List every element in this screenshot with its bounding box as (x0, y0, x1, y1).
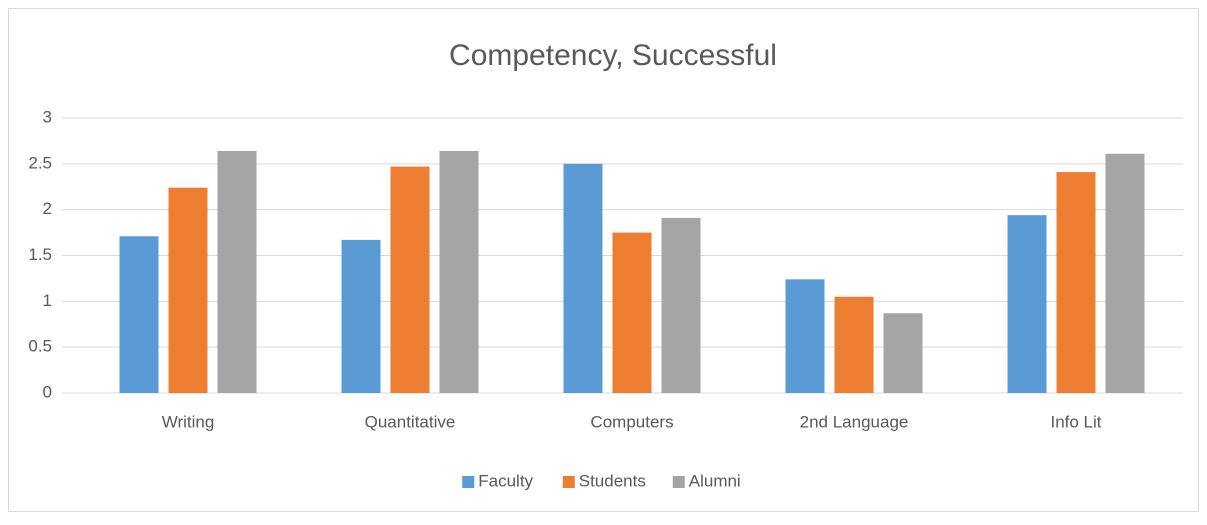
y-tick-label: 2.5 (28, 153, 52, 172)
y-tick-label: 0.5 (28, 337, 52, 356)
bar (883, 313, 923, 393)
x-tick-label: 2nd Language (800, 412, 909, 431)
legend-label: Students (579, 471, 646, 490)
x-tick-label: Writing (162, 412, 215, 431)
bar (785, 279, 825, 393)
y-tick-label: 1.5 (28, 245, 52, 264)
y-tick-label: 3 (43, 107, 52, 126)
chart-title: Competency, Successful (449, 39, 777, 72)
bar (661, 217, 701, 393)
y-tick-label: 2 (43, 199, 52, 218)
bar (563, 163, 603, 393)
bar (612, 232, 652, 393)
x-tick-label: Quantitative (365, 412, 456, 431)
legend-label: Faculty (478, 471, 533, 490)
legend-label: Alumni (689, 471, 741, 490)
bar (119, 236, 159, 393)
bar (834, 296, 874, 393)
bar (390, 166, 430, 393)
y-tick-label: 1 (43, 291, 52, 310)
x-tick-label: Info Lit (1050, 412, 1101, 431)
legend-swatch (562, 476, 575, 488)
bar (1105, 153, 1145, 393)
legend-swatch (462, 476, 475, 488)
bar (1056, 172, 1096, 393)
x-tick-label: Computers (590, 412, 673, 431)
bar (168, 187, 208, 393)
bar (439, 151, 479, 393)
bar (217, 151, 257, 393)
legend-swatch (672, 476, 685, 488)
bar (341, 239, 381, 393)
y-tick-label: 0 (43, 382, 52, 401)
bar (1007, 215, 1047, 393)
